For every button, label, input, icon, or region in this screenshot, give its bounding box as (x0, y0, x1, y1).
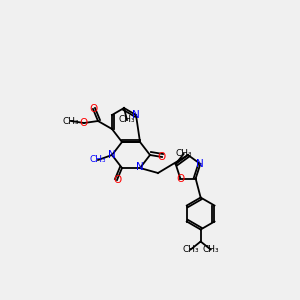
Text: CH₃: CH₃ (175, 149, 192, 158)
Text: CH₃: CH₃ (90, 155, 106, 164)
Text: N: N (196, 159, 204, 169)
Text: O: O (158, 152, 166, 162)
Text: CH₃: CH₃ (119, 116, 135, 124)
Text: N: N (136, 162, 144, 172)
Text: O: O (176, 173, 184, 184)
Text: CH₃: CH₃ (202, 245, 219, 254)
Text: CH₃: CH₃ (63, 116, 79, 125)
Text: CH₃: CH₃ (182, 245, 199, 254)
Text: O: O (113, 175, 121, 185)
Text: N: N (132, 110, 140, 120)
Text: O: O (80, 118, 88, 128)
Text: O: O (89, 104, 97, 114)
Text: N: N (108, 150, 116, 160)
